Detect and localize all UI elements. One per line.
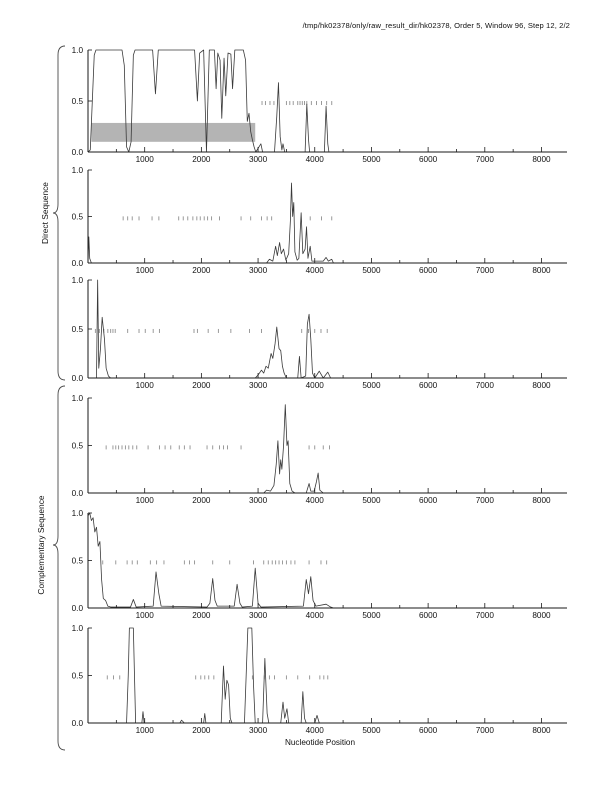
panel-direct-frame-3: 1.0 0.5 0.0 1000 2000 3000 4000 5000 6000 7000 800… [72, 276, 567, 390]
x-tick-label: 2000 [192, 611, 211, 620]
y-tick-label: 0.0 [72, 604, 84, 613]
x-tick-label: 6000 [419, 155, 438, 164]
x-tick-label: 4000 [306, 266, 325, 275]
x-axis-label: Nucleotide Position [284, 738, 356, 747]
x-tick-label: 3000 [249, 496, 268, 505]
x-tick-label: 1000 [136, 726, 155, 735]
probability-trace [87, 182, 334, 264]
x-tick-label: 7000 [476, 726, 495, 735]
x-tick-label: 7000 [476, 611, 495, 620]
y-tick-label: 0.0 [72, 374, 84, 383]
direct-sequence-brace [52, 45, 66, 381]
probability-trace [88, 627, 334, 724]
x-tick-label: 6000 [419, 381, 438, 390]
y-tick-label: 0.0 [72, 719, 84, 728]
x-tick-label: 6000 [419, 496, 438, 505]
x-tick-label: 2000 [192, 496, 211, 505]
x-tick-label: 3000 [249, 381, 268, 390]
x-tick-label: 8000 [532, 266, 551, 275]
x-tick-label: 5000 [362, 381, 381, 390]
y-tick-label: 0.5 [72, 672, 84, 681]
x-tick-label: 4000 [306, 726, 325, 735]
x-tick-label: 1000 [136, 496, 155, 505]
y-tick-label: 0.0 [72, 489, 84, 498]
x-tick-label: 8000 [532, 496, 551, 505]
y-tick-label: 0.5 [72, 213, 84, 222]
x-tick-label: 7000 [476, 496, 495, 505]
x-tick-label: 7000 [476, 155, 495, 164]
panel-direct-frame-2: 1.0 0.5 0.0 1000 2000 3000 4000 5000 6000 7000 800… [72, 166, 567, 275]
y-tick-label: 1.0 [72, 394, 84, 403]
x-tick-label: 3000 [249, 726, 268, 735]
y-tick-label: 0.5 [72, 325, 84, 334]
panel-complementary-frame-3: 1.0 0.5 0.0 1000 2000 3000 4000 5000 6000 7000 800… [72, 624, 567, 735]
x-tick-label: 8000 [532, 726, 551, 735]
probability-trace [87, 49, 334, 153]
x-tick-label: 8000 [532, 155, 551, 164]
panel-complementary-frame-2: 1.0 0.5 0.0 1000 2000 3000 4000 5000 6000 7000 800… [72, 509, 567, 620]
y-tick-label: 0.0 [72, 259, 84, 268]
probability-trace [88, 279, 334, 379]
x-tick-label: 1000 [136, 381, 155, 390]
x-tick-label: 8000 [532, 611, 551, 620]
y-tick-label: 0.5 [72, 442, 84, 451]
x-tick-label: 3000 [249, 155, 268, 164]
x-tick-label: 3000 [249, 611, 268, 620]
x-tick-label: 2000 [192, 381, 211, 390]
x-tick-label: 4000 [306, 611, 325, 620]
x-tick-label: 7000 [476, 266, 495, 275]
x-tick-label: 5000 [362, 266, 381, 275]
y-tick-label: 1.0 [72, 509, 84, 518]
x-tick-label: 5000 [362, 155, 381, 164]
y-tick-label: 0.0 [72, 148, 84, 157]
y-tick-label: 1.0 [72, 624, 84, 633]
x-tick-label: 6000 [419, 726, 438, 735]
x-tick-label: 6000 [419, 266, 438, 275]
coding-region-box [91, 122, 256, 142]
x-tick-label: 1000 [136, 266, 155, 275]
x-tick-label: 2000 [192, 155, 211, 164]
panel-direct-frame-1: 1.0 0.5 0.0 1000 2000 3000 4000 5000 6000 7000 800… [72, 46, 567, 164]
y-tick-label: 1.0 [72, 166, 84, 175]
y-tick-label: 0.5 [72, 557, 84, 566]
x-tick-label: 8000 [532, 381, 551, 390]
x-tick-label: 7000 [476, 381, 495, 390]
x-tick-label: 1000 [136, 155, 155, 164]
complementary-sequence-brace [52, 385, 66, 751]
y-tick-label: 0.5 [72, 97, 84, 106]
probability-trace [87, 512, 334, 609]
x-tick-label: 4000 [306, 155, 325, 164]
probability-trace [88, 404, 334, 494]
x-tick-label: 2000 [192, 266, 211, 275]
panel-complementary-frame-1: 1.0 0.5 0.0 1000 2000 3000 4000 5000 6000 7000 800… [72, 394, 567, 505]
x-tick-label: 4000 [306, 496, 325, 505]
x-tick-label: 5000 [362, 726, 381, 735]
x-tick-label: 3000 [249, 266, 268, 275]
y-tick-label: 1.0 [72, 276, 84, 285]
x-tick-label: 6000 [419, 611, 438, 620]
plot-title: /tmp/hk02378/only/raw_result_dir/hk02378… [302, 21, 570, 30]
y-tick-label: 1.0 [72, 46, 84, 55]
x-tick-label: 5000 [362, 496, 381, 505]
x-tick-label: 2000 [192, 726, 211, 735]
x-tick-label: 1000 [136, 611, 155, 620]
x-tick-label: 5000 [362, 611, 381, 620]
x-tick-label: 4000 [306, 381, 325, 390]
